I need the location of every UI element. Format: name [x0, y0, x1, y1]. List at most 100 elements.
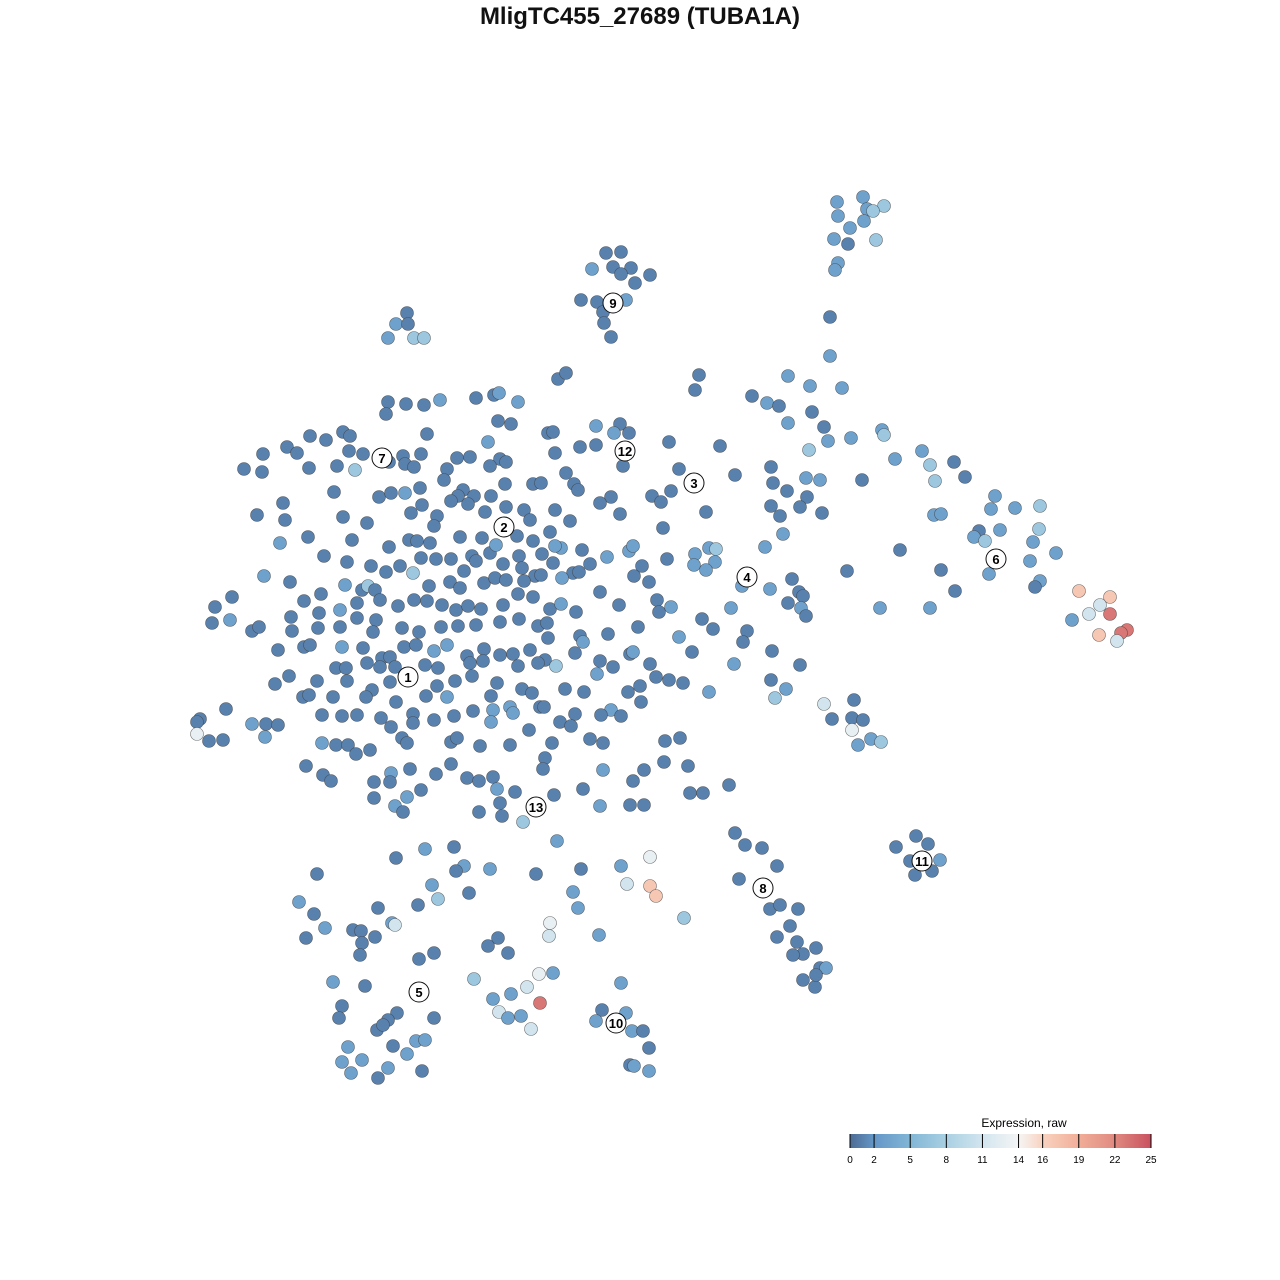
data-point [353, 948, 367, 962]
data-point [368, 930, 382, 944]
data-point [486, 770, 500, 784]
data-point [948, 584, 962, 598]
data-point [314, 587, 328, 601]
data-point [728, 826, 742, 840]
data-point [799, 471, 813, 485]
data-point [449, 864, 463, 878]
data-point [781, 596, 795, 610]
data-point [676, 676, 690, 690]
data-point [373, 593, 387, 607]
data-point [819, 961, 833, 975]
data-point [847, 693, 861, 707]
data-point [474, 602, 488, 616]
data-point [532, 967, 546, 981]
data-point [1092, 628, 1106, 642]
data-point [501, 946, 515, 960]
data-point [841, 237, 855, 251]
data-point [643, 657, 657, 671]
data-point [297, 594, 311, 608]
legend-tick-label: 0 [847, 1155, 853, 1166]
data-point [573, 440, 587, 454]
data-point [643, 268, 657, 282]
data-point [349, 747, 363, 761]
data-point [923, 458, 937, 472]
data-point [728, 468, 742, 482]
data-point [427, 946, 441, 960]
data-point [423, 536, 437, 550]
data-point [622, 426, 636, 440]
cluster-label-text: 3 [690, 476, 697, 491]
data-point [472, 774, 486, 788]
data-point [412, 625, 426, 639]
data-point [415, 498, 429, 512]
data-point [866, 204, 880, 218]
cluster-label-text: 9 [609, 296, 616, 311]
cluster-label-badge [525, 796, 547, 818]
data-point [626, 645, 640, 659]
data-point [389, 317, 403, 331]
data-point [506, 706, 520, 720]
data-point [404, 506, 418, 520]
data-point [526, 590, 540, 604]
data-point [499, 573, 513, 587]
data-point [410, 534, 424, 548]
data-point [856, 190, 870, 204]
data-point [909, 829, 923, 843]
data-point [537, 700, 551, 714]
cluster-label: 6 [985, 548, 1007, 570]
data-point [271, 643, 285, 657]
data-point [614, 709, 628, 723]
data-point [462, 886, 476, 900]
cluster-label-badge [602, 292, 624, 314]
data-point [673, 731, 687, 745]
cluster-label-badge [408, 981, 430, 1003]
data-point [764, 673, 778, 687]
data-point [566, 885, 580, 899]
data-point [420, 427, 434, 441]
data-point [335, 709, 349, 723]
data-point [571, 901, 585, 915]
data-point [282, 669, 296, 683]
data-point [768, 691, 782, 705]
data-point [699, 563, 713, 577]
data-point [595, 1003, 609, 1017]
data-point [414, 783, 428, 797]
data-point [407, 593, 421, 607]
data-point [496, 557, 510, 571]
data-point [654, 495, 668, 509]
legend-tick-label: 2 [871, 1155, 877, 1166]
data-point [656, 521, 670, 535]
cluster-label-text: 5 [415, 985, 422, 1000]
data-point [384, 486, 398, 500]
data-point [223, 613, 237, 627]
data-point [520, 980, 534, 994]
data-point [1028, 580, 1042, 594]
data-point [499, 500, 513, 514]
data-point [388, 918, 402, 932]
data-point [419, 689, 433, 703]
legend-title: Expression, raw [981, 1116, 1067, 1130]
cluster-label-text: 7 [378, 451, 385, 466]
data-point [835, 381, 849, 395]
data-point [614, 859, 628, 873]
data-point [563, 514, 577, 528]
data-point [444, 494, 458, 508]
data-point [844, 431, 858, 445]
data-point [623, 798, 637, 812]
data-point [722, 778, 736, 792]
data-point [546, 966, 560, 980]
data-point [427, 713, 441, 727]
data-point [1049, 546, 1063, 560]
data-point [805, 405, 819, 419]
data-point [338, 578, 352, 592]
data-point [827, 232, 841, 246]
data-point [450, 451, 464, 465]
data-point [637, 763, 651, 777]
data-point [606, 660, 620, 674]
data-point [359, 690, 373, 704]
data-point [685, 645, 699, 659]
data-point [548, 503, 562, 517]
data-point [225, 590, 239, 604]
data-point [548, 539, 562, 553]
data-point [830, 195, 844, 209]
